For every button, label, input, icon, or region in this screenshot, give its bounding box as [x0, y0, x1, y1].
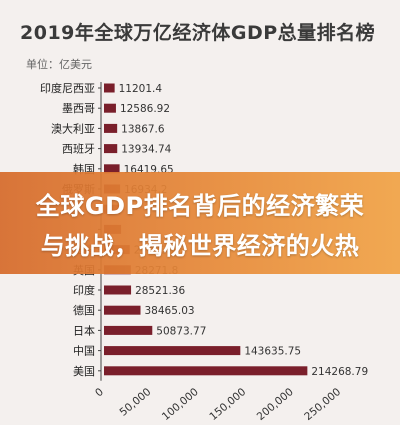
value-label: 143635.75: [244, 346, 301, 358]
value-label: 28521.36: [135, 285, 185, 297]
value-label: 13934.74: [121, 144, 171, 156]
value-label: 12586.92: [120, 103, 170, 115]
category-label: 印度: [73, 283, 95, 297]
x-tick-label: 150,000: [207, 386, 248, 423]
category-label: 墨西哥: [62, 102, 95, 115]
category-label: 澳大利亚: [51, 121, 95, 135]
category-label: 日本: [73, 323, 95, 337]
bar: [104, 164, 120, 174]
page-title: 2019年全球万亿经济体GDP总量排名榜: [20, 22, 376, 44]
bar: [104, 83, 115, 93]
category-label: 美国: [73, 365, 95, 378]
x-tick-label: 0: [93, 386, 106, 399]
category-label: 中国: [73, 345, 95, 358]
category-label: 西班牙: [62, 143, 95, 156]
x-tick-label: 250,000: [302, 386, 343, 423]
category-label: 德国: [73, 303, 95, 317]
bar: [104, 366, 308, 376]
bar: [104, 144, 118, 154]
bar: [104, 285, 132, 295]
bar: [104, 346, 241, 356]
value-label: 214268.79: [311, 366, 368, 378]
category-label: 印度尼西亚: [40, 81, 95, 95]
overlay-banner: [0, 172, 400, 274]
value-label: 11201.4: [119, 83, 163, 95]
overlay-headline-line-1: 全球GDP排名背后的经济繁荣: [35, 192, 365, 220]
overlay-headline-line-2: 与挑战，揭秘世界经济的火热: [40, 232, 360, 260]
unit-label: 单位：亿美元: [26, 58, 92, 71]
bar: [104, 305, 141, 315]
x-tick-label: 100,000: [160, 386, 201, 423]
x-tick-label: 200,000: [255, 386, 296, 423]
bar: [104, 123, 118, 133]
x-tick-label: 50,000: [118, 386, 154, 419]
value-label: 50873.77: [156, 325, 206, 337]
value-label: 13867.6: [121, 123, 165, 135]
bar: [104, 103, 116, 113]
bar: [104, 325, 153, 335]
value-label: 38465.03: [145, 305, 195, 317]
